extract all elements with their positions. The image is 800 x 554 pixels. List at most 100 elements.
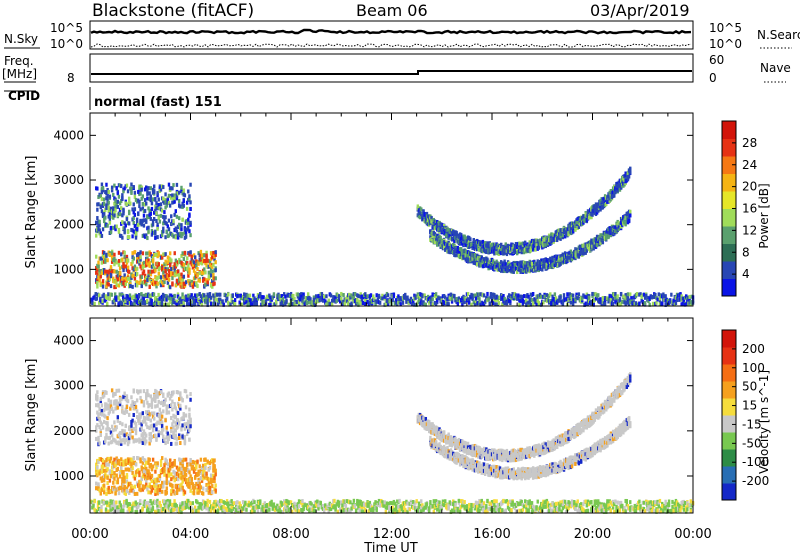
power-scatter-cell bbox=[327, 298, 330, 303]
power-scatter-cell bbox=[173, 193, 176, 198]
power-scatter-cell bbox=[178, 273, 181, 278]
power-colorbar-swatch bbox=[722, 261, 736, 279]
power-scatter-cell bbox=[300, 294, 303, 299]
power-scatter-cell bbox=[158, 280, 162, 285]
power-scatter-cell bbox=[377, 293, 381, 298]
power-scatter-cell bbox=[156, 275, 159, 280]
power-scatter-cell bbox=[576, 296, 579, 301]
velocity-scatter-cell bbox=[142, 469, 146, 474]
power-scatter-cell bbox=[158, 266, 162, 271]
power-scatter-cell bbox=[206, 302, 209, 307]
velocity-scatter-cell bbox=[129, 488, 132, 493]
velocity-scatter-cell bbox=[171, 464, 174, 469]
velocity-scatter-cell bbox=[143, 476, 147, 481]
velocity-scatter-cell bbox=[145, 466, 148, 471]
power-scatter-cell bbox=[170, 214, 173, 219]
velocity-scatter-cell bbox=[117, 458, 121, 463]
velocity-scatter-cell bbox=[143, 458, 147, 463]
power-scatter-cell bbox=[142, 269, 146, 274]
power-scatter-cell bbox=[160, 208, 164, 213]
power-scatter-cell bbox=[175, 182, 179, 187]
power-scatter-cell bbox=[201, 270, 205, 275]
power-scatter-cell bbox=[108, 217, 112, 222]
power-scatter-cell bbox=[591, 212, 594, 217]
power-scatter-cell bbox=[188, 212, 191, 217]
velocity-scatter-cell bbox=[151, 457, 155, 462]
power-scatter-cell bbox=[464, 249, 467, 254]
velocity-scatter-cell bbox=[156, 491, 159, 496]
power-scatter-cell bbox=[121, 193, 124, 198]
power-scatter-cell bbox=[186, 261, 189, 266]
velocity-scatter-cell bbox=[133, 491, 137, 496]
power-scatter-cell bbox=[253, 302, 256, 307]
power-scatter-cell bbox=[208, 259, 212, 264]
power-scatter-cell bbox=[100, 209, 104, 214]
velocity-scatter-cell bbox=[123, 475, 126, 480]
power-scatter-cell bbox=[577, 224, 581, 229]
power-scatter-cell bbox=[124, 223, 127, 228]
power-scatter-cell bbox=[135, 271, 139, 276]
power-scatter-cell bbox=[95, 296, 99, 301]
power-scatter-cell bbox=[681, 301, 684, 306]
nave-label: Nave bbox=[760, 61, 791, 75]
power-scatter-cell bbox=[635, 292, 639, 297]
power-scatter-cell bbox=[211, 269, 214, 274]
power-scatter-cell bbox=[138, 261, 141, 266]
power-scatter-cell bbox=[492, 260, 495, 265]
power-scatter-cell bbox=[260, 297, 263, 302]
velocity-scatter-cell bbox=[104, 472, 107, 477]
power-scatter-cell bbox=[625, 300, 629, 305]
velocity-scatter-cell bbox=[154, 492, 157, 497]
power-scatter-cell bbox=[158, 299, 161, 304]
power-scatter-cell bbox=[209, 267, 213, 272]
power-ytick-label: 3000 bbox=[53, 173, 84, 187]
velocity-scatter-cell bbox=[123, 479, 126, 484]
power-scatter-cell bbox=[170, 258, 173, 263]
power-scatter-cell bbox=[275, 299, 278, 304]
power-scatter-cell bbox=[309, 297, 312, 302]
power-scatter-cell bbox=[183, 250, 187, 255]
power-scatter-cell bbox=[478, 297, 481, 302]
power-scatter-cell bbox=[162, 214, 165, 219]
power-scatter-cell bbox=[227, 292, 230, 297]
power-scatter-cell bbox=[544, 242, 547, 247]
power-scatter-cell bbox=[120, 206, 123, 211]
power-scatter-cell bbox=[104, 259, 107, 264]
power-scatter-cell bbox=[471, 245, 474, 250]
power-scatter-cell bbox=[182, 300, 185, 305]
power-y-axis-label: Slant Range [km] bbox=[24, 156, 39, 269]
power-scatter-cell bbox=[122, 211, 125, 216]
power-scatter-cell bbox=[430, 216, 433, 221]
power-scatter-cell bbox=[487, 266, 490, 271]
power-scatter-cell bbox=[211, 255, 214, 260]
power-scatter-cell bbox=[149, 252, 153, 257]
power-scatter-cell bbox=[190, 279, 193, 284]
power-scatter-cell bbox=[571, 293, 575, 298]
velocity-scatter-cell bbox=[167, 480, 171, 485]
power-scatter-cell bbox=[256, 296, 260, 301]
power-scatter-cell bbox=[519, 242, 522, 247]
power-scatter-cell bbox=[114, 208, 117, 213]
power-colorbar-label: Power [dB] bbox=[757, 183, 771, 248]
power-scatter-cell bbox=[683, 302, 687, 307]
power-scatter-cell bbox=[630, 296, 633, 301]
power-scatter-cell bbox=[624, 222, 627, 227]
power-scatter-cell bbox=[115, 202, 118, 207]
power-scatter-cell bbox=[101, 185, 105, 190]
power-scatter-cell bbox=[574, 227, 577, 232]
power-colorbar-tick-label: 24 bbox=[742, 158, 757, 172]
power-scatter-cell bbox=[182, 274, 186, 279]
power-scatter-cell bbox=[206, 292, 209, 297]
power-scatter-cell bbox=[102, 292, 105, 297]
power-scatter-cell bbox=[296, 292, 300, 297]
power-scatter-cell bbox=[187, 217, 190, 222]
power-scatter-cell bbox=[584, 301, 587, 306]
power-scatter-cell bbox=[130, 190, 133, 195]
power-scatter-cell bbox=[203, 253, 206, 258]
power-scatter-cell bbox=[368, 296, 372, 301]
power-scatter-cell bbox=[515, 270, 519, 275]
power-scatter-cell bbox=[149, 194, 152, 199]
power-scatter-cell bbox=[509, 301, 512, 306]
power-scatter-cell bbox=[488, 301, 491, 306]
